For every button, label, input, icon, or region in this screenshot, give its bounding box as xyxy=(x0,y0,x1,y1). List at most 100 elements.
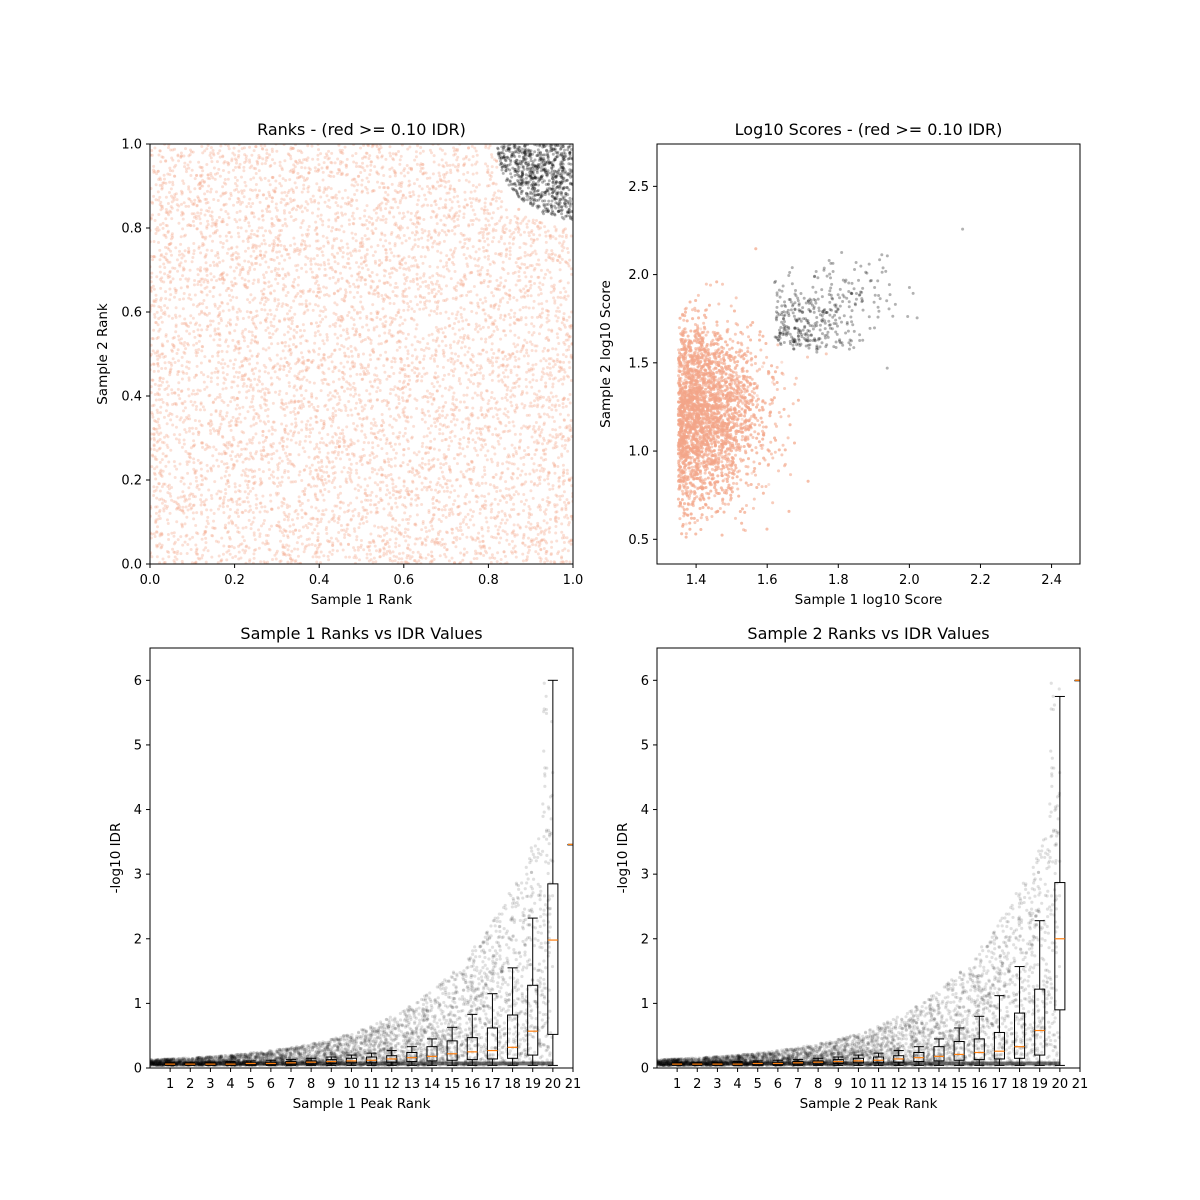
scatter-point xyxy=(258,419,262,423)
scatter-point xyxy=(272,258,276,262)
scatter-point xyxy=(426,342,430,346)
scatter-point xyxy=(212,338,216,342)
scatter-point xyxy=(218,149,222,153)
scatter-point xyxy=(341,213,345,217)
scatter-point xyxy=(348,251,352,255)
scatter-point xyxy=(239,440,243,444)
scatter-point xyxy=(465,203,469,207)
scatter-point xyxy=(511,420,515,424)
scatter-point xyxy=(455,149,459,153)
scatter-point xyxy=(362,373,366,377)
scatter-point xyxy=(412,366,416,370)
scatter-point xyxy=(555,358,559,362)
scatter-point xyxy=(209,376,213,380)
scatter-point xyxy=(401,503,405,507)
scatter-point xyxy=(410,470,414,474)
scatter-point xyxy=(528,472,532,476)
scatter-point xyxy=(254,493,258,497)
scatter-point xyxy=(434,325,438,329)
scatter-point xyxy=(160,187,164,191)
scatter-point xyxy=(222,500,226,504)
scatter-point xyxy=(316,472,320,476)
scatter-point xyxy=(547,406,551,410)
scatter-point xyxy=(519,221,523,225)
scatter-point xyxy=(249,205,253,209)
scatter-point xyxy=(552,289,556,293)
scatter-point xyxy=(478,427,482,431)
scatter-point xyxy=(333,486,337,490)
scatter-point xyxy=(462,552,466,556)
scatter-point xyxy=(244,356,248,360)
scatter-point xyxy=(379,218,383,222)
scatter-point xyxy=(424,346,428,350)
scatter-point xyxy=(560,556,564,560)
scatter-point xyxy=(343,145,347,149)
scatter-point xyxy=(163,256,167,260)
scatter-point xyxy=(248,357,252,361)
scatter-point xyxy=(272,475,276,479)
scatter-point xyxy=(247,510,251,514)
scatter-point xyxy=(415,225,419,229)
scatter-point xyxy=(380,424,384,428)
scatter-point xyxy=(467,525,471,529)
scatter-point xyxy=(193,419,197,423)
scatter-point xyxy=(566,449,570,453)
scatter-point xyxy=(376,386,380,390)
scatter-point xyxy=(341,255,345,259)
scatter-point xyxy=(456,224,460,228)
scatter-point xyxy=(251,394,255,398)
scatter-point xyxy=(337,426,341,430)
scatter-point xyxy=(208,334,212,338)
scatter-point xyxy=(360,236,364,240)
scatter-point xyxy=(342,435,346,439)
scatter-point xyxy=(307,224,311,228)
scatter-point xyxy=(443,457,447,461)
scatter-point xyxy=(530,315,534,319)
scatter-point xyxy=(553,225,557,229)
scatter-point xyxy=(165,454,169,458)
scatter-point xyxy=(418,361,422,365)
scatter-point xyxy=(267,453,271,457)
scatter-point xyxy=(423,303,427,307)
scatter-point xyxy=(561,402,565,406)
scatter-point xyxy=(176,269,180,273)
scatter-point xyxy=(252,149,256,153)
scatter-point xyxy=(336,516,340,520)
scatter-point xyxy=(470,163,474,167)
scatter-point xyxy=(338,457,342,461)
scatter-point xyxy=(369,558,373,562)
scatter-point xyxy=(429,203,433,207)
scatter-point xyxy=(534,543,538,547)
scatter-point xyxy=(524,525,528,529)
scatter-point xyxy=(276,243,280,247)
scatter-point xyxy=(363,403,367,407)
scatter-point xyxy=(548,234,552,238)
scatter-point xyxy=(352,381,356,385)
scatter-point xyxy=(272,451,276,455)
scatter-point xyxy=(174,306,178,310)
scatter-point xyxy=(251,511,255,515)
scatter-point xyxy=(150,437,153,441)
scatter-point xyxy=(440,327,444,331)
scatter-point xyxy=(380,539,384,543)
scatter-point xyxy=(450,429,454,433)
scatter-point xyxy=(423,296,427,300)
scatter-point xyxy=(300,242,304,246)
scatter-point xyxy=(221,435,225,439)
scatter-point xyxy=(443,326,447,330)
scatter-point xyxy=(158,561,162,564)
scatter-point xyxy=(533,453,537,457)
scatter-point xyxy=(508,294,512,298)
scatter-point xyxy=(351,365,355,369)
scatter-point xyxy=(296,547,300,551)
scatter-point xyxy=(484,197,488,201)
scatter-point xyxy=(160,501,164,505)
scatter-point xyxy=(492,329,496,333)
scatter-point xyxy=(398,201,402,205)
scatter-point xyxy=(333,301,337,305)
scatter-point xyxy=(437,283,441,287)
scatter-point xyxy=(230,385,234,389)
scatter-point xyxy=(255,506,259,510)
scatter-point xyxy=(335,391,339,395)
